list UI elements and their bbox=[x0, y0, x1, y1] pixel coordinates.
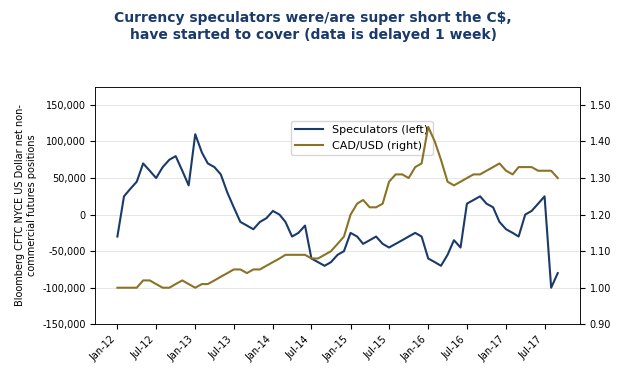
Line: CAD/USD (right): CAD/USD (right) bbox=[118, 127, 558, 288]
Y-axis label: Bloomberg CFTC NYCE US Dollar net non-
commercial futures positions: Bloomberg CFTC NYCE US Dollar net non- c… bbox=[15, 105, 36, 307]
Legend: Speculators (left), CAD/USD (right): Speculators (left), CAD/USD (right) bbox=[291, 121, 433, 155]
Text: Currency speculators were/are super short the C$,
have started to cover (data is: Currency speculators were/are super shor… bbox=[114, 11, 512, 42]
Line: Speculators (left): Speculators (left) bbox=[118, 134, 558, 288]
